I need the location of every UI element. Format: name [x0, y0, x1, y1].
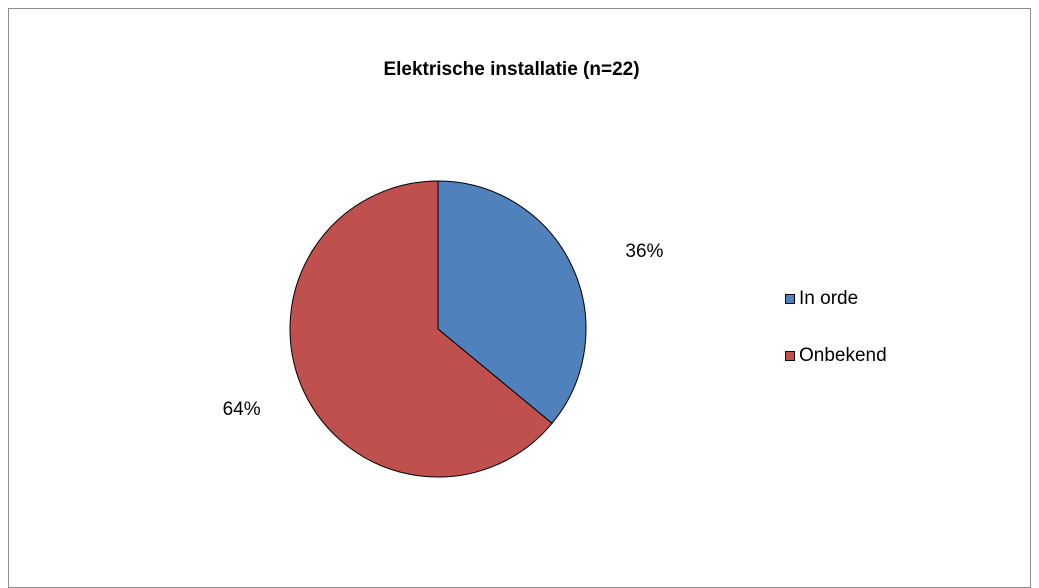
legend-label-onbekend: Onbekend [799, 345, 887, 366]
data-label-in-orde: 36% [625, 241, 663, 262]
pie-chart: 36% 64% [223, 180, 664, 478]
legend-label-in-orde: In orde [799, 288, 859, 309]
legend: In orde Onbekend [785, 288, 887, 402]
pie-data-labels: 36% 64% [223, 241, 664, 420]
data-label-onbekend: 64% [223, 399, 261, 420]
pie-slice-onbekend [289, 180, 553, 478]
pie-slices [289, 180, 587, 478]
chart-title: Elektrische installatie (n=22) [383, 59, 640, 80]
pie-slice-in-orde [437, 180, 587, 425]
legend-swatch-onbekend [785, 351, 795, 361]
legend-item-in-orde: In orde [785, 288, 887, 310]
legend-item-onbekend: Onbekend [785, 345, 887, 367]
legend-swatch-in-orde [785, 294, 795, 304]
